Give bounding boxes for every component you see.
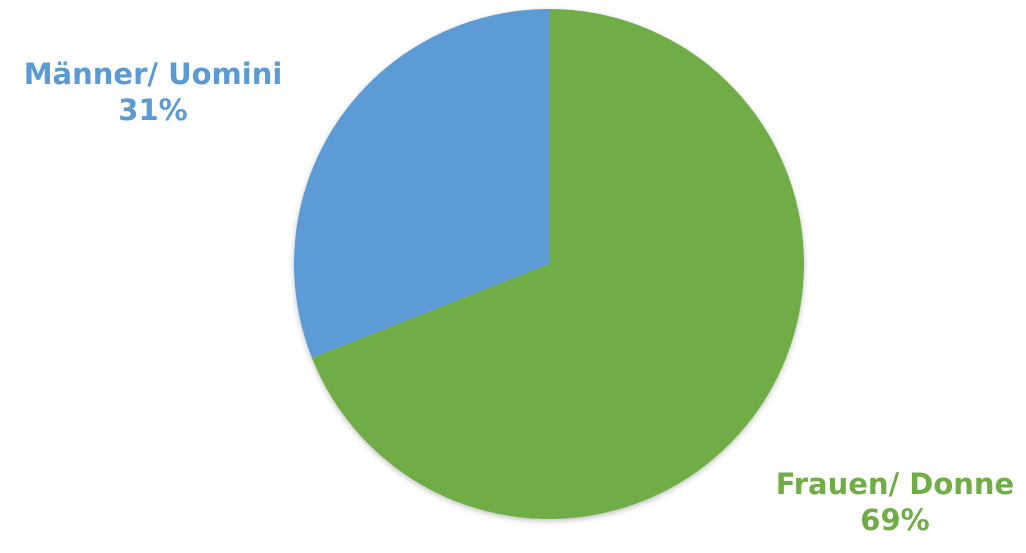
slice-label-women-name: Frauen/ Donne [775, 467, 1015, 501]
slice-label-women-value: 69% [860, 503, 930, 538]
slice-label-men: Männer/ Uomini 31% [8, 56, 298, 129]
slice-label-men-value: 31% [118, 93, 188, 128]
pie-slice-men [293, 9, 549, 358]
pie-slice-women [311, 9, 804, 519]
slice-label-men-name: Männer/ Uomini [23, 57, 283, 91]
slice-label-women: Frauen/ Donne 69% [760, 466, 1026, 539]
